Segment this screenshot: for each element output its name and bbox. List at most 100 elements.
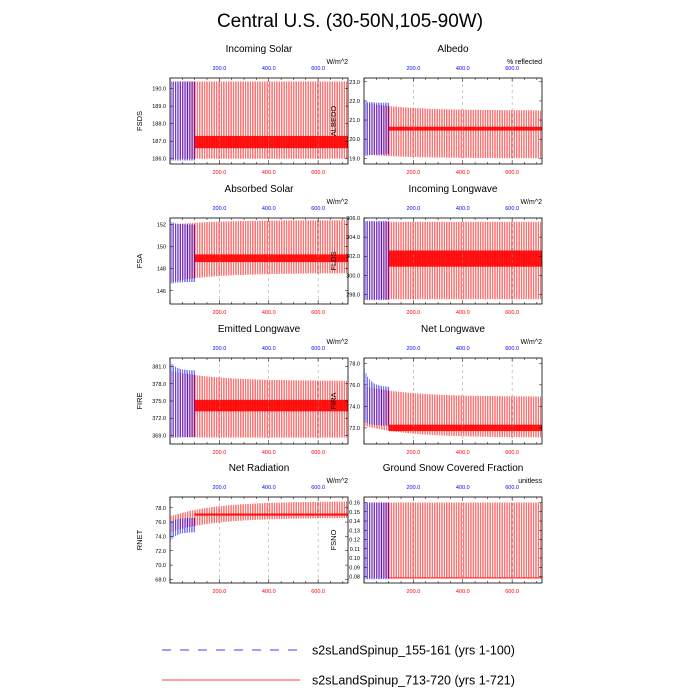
panel-series-group	[170, 361, 348, 439]
x-tick-label-bottom: 600.0	[311, 170, 325, 176]
x-tick-label-bottom: 600.0	[505, 310, 519, 316]
x-tick-label-bottom: 600.0	[505, 170, 519, 176]
panel-frame	[363, 357, 543, 445]
series-line-s2slandspinup-155-161	[364, 502, 389, 580]
series-line-s2slandspinup-713-720	[364, 502, 542, 579]
x-tick-label-bottom: 200.0	[212, 170, 226, 176]
panel-net-longwave: 200.0 200.0 400.0 400.0 600.0 600.0 72.0 74.0 76…	[329, 324, 543, 456]
legend-label-155-161: s2sLandSpinup_155-161 (yrs 1-100)	[312, 644, 515, 658]
series-line-s2slandspinup-155-161	[364, 368, 389, 426]
panel-units: W/m^2	[520, 339, 542, 346]
y-axis-label-flds: FLDS	[329, 251, 338, 270]
panel-ground-snow-covered-fraction: 200.0 200.0 400.0 400.0 600.0 600.0 0.08 0.09 0.…	[329, 463, 543, 595]
y-tick-label: 20.0	[349, 137, 360, 143]
x-tick-label-top: 200.0	[212, 346, 226, 352]
y-tick-label: 68.0	[155, 577, 166, 583]
x-tick-label-top: 200.0	[212, 485, 226, 491]
y-tick-label: 0.15	[349, 510, 360, 516]
y-axis-label-fsno: FSNO	[329, 529, 338, 550]
series-line-s2slandspinup-155-161	[170, 221, 195, 285]
series-line-s2slandspinup-155-161	[170, 81, 195, 161]
series-line-s2slandspinup-713-720	[170, 220, 348, 282]
y-tick-label: 78.0	[349, 361, 360, 367]
figure-title: Central U.S. (30-50N,105-90W)	[217, 11, 483, 32]
panel-title-net-longwave: Net Longwave	[421, 324, 485, 335]
panel-units: W/m^2	[326, 478, 348, 485]
x-tick-label-top: 600.0	[311, 206, 325, 212]
y-tick-label: 381.0	[152, 365, 166, 371]
x-tick-label-bottom: 400.0	[262, 170, 276, 176]
legend: s2sLandSpinup_155-161 (yrs 1-100) s2sLan…	[162, 644, 515, 688]
panel-series-group	[170, 220, 348, 285]
panel-net-radiation: 200.0 200.0 400.0 400.0 600.0 600.0 68.0 70.0 72…	[135, 463, 349, 595]
x-tick-label-bottom: 400.0	[456, 170, 470, 176]
panel-frame	[363, 496, 543, 584]
legend-label-713-720: s2sLandSpinup_713-720 (yrs 1-721)	[312, 674, 515, 688]
x-tick-label-bottom: 200.0	[406, 589, 420, 595]
panel-title-albedo: Albedo	[437, 44, 469, 55]
x-tick-label-top: 400.0	[456, 346, 470, 352]
x-tick-label-top: 600.0	[311, 485, 325, 491]
x-tick-label-bottom: 600.0	[505, 450, 519, 456]
series-mean-band-s2slandspinup-713-720	[388, 424, 542, 432]
x-tick-label-bottom: 600.0	[311, 450, 325, 456]
x-tick-label-top: 600.0	[311, 346, 325, 352]
y-tick-label: 70.0	[155, 563, 166, 569]
panel-series-group	[170, 501, 348, 542]
x-tick-label-bottom: 200.0	[212, 589, 226, 595]
y-tick-label: 19.0	[349, 156, 360, 162]
panels: 200.0 200.0 400.0 400.0 600.0 600.0 186.0 187.0…	[135, 44, 543, 595]
y-tick-label: 0.11	[350, 547, 360, 553]
y-tick-label: 22.0	[349, 99, 360, 105]
panel-emitted-longwave: 200.0 200.0 400.0 400.0 600.0 600.0 369.0 372.0…	[135, 324, 349, 456]
y-tick-label: 21.0	[349, 118, 360, 124]
panel-incoming-solar: 200.0 200.0 400.0 400.0 600.0 600.0 186.0 187.0…	[135, 44, 349, 176]
panel-units: unitless	[518, 478, 542, 485]
y-axis-label-rnet: RNET	[135, 529, 144, 550]
y-tick-label: 304.0	[346, 235, 360, 241]
y-tick-label: 375.0	[152, 399, 166, 405]
x-tick-label-top: 400.0	[456, 206, 470, 212]
panel-units: W/m^2	[326, 339, 348, 346]
panel-frame	[169, 217, 349, 305]
panel-series-group	[364, 368, 542, 438]
y-tick-label: 152	[157, 223, 166, 229]
series-mean-band-s2slandspinup-713-720	[194, 135, 348, 149]
x-tick-label-bottom: 600.0	[311, 310, 325, 316]
x-tick-label-bottom: 400.0	[456, 310, 470, 316]
panel-albedo: 200.0 200.0 400.0 400.0 600.0 600.0 19.0 20.0 21…	[329, 44, 543, 176]
x-tick-label-top: 600.0	[505, 66, 519, 72]
x-tick-label-top: 200.0	[406, 206, 420, 212]
series-mean-band-s2slandspinup-713-720	[194, 399, 348, 412]
x-tick-label-bottom: 400.0	[262, 589, 276, 595]
panel-absorbed-solar: 200.0 200.0 400.0 400.0 600.0 600.0 146 148 150 1…	[135, 184, 349, 316]
panel-title-net-radiation: Net Radiation	[229, 463, 290, 474]
y-tick-label: 76.0	[155, 520, 166, 526]
x-tick-label-top: 200.0	[406, 66, 420, 72]
panel-units: W/m^2	[326, 59, 348, 66]
y-tick-label: 190.0	[152, 87, 166, 93]
series-line-s2slandspinup-155-161	[364, 100, 389, 157]
x-tick-label-top: 400.0	[262, 485, 276, 491]
x-tick-label-top: 200.0	[406, 346, 420, 352]
panel-title-absorbed-solar: Absorbed Solar	[225, 184, 295, 195]
y-axis-label-albedo: ALBEDO	[329, 106, 338, 137]
y-tick-label: 189.0	[152, 104, 166, 110]
x-tick-label-bottom: 600.0	[505, 589, 519, 595]
y-tick-label: 74.0	[349, 404, 360, 410]
x-tick-label-top: 200.0	[406, 485, 420, 491]
x-tick-label-bottom: 200.0	[212, 450, 226, 456]
x-tick-label-top: 400.0	[262, 346, 276, 352]
y-axis-label-fira: FIRA	[329, 392, 338, 409]
series-mean-band-s2slandspinup-713-720	[194, 513, 348, 516]
y-tick-label: 186.0	[152, 157, 166, 163]
y-tick-label: 0.09	[349, 565, 360, 571]
y-tick-label: 148	[157, 267, 166, 273]
x-tick-label-bottom: 400.0	[262, 310, 276, 316]
y-tick-label: 76.0	[349, 383, 360, 389]
series-line-s2slandspinup-155-161	[170, 361, 195, 439]
y-tick-label: 298.0	[346, 292, 360, 298]
y-tick-label: 372.0	[152, 416, 166, 422]
panel-frame	[363, 217, 543, 305]
panel-units: % reflected	[507, 59, 542, 66]
